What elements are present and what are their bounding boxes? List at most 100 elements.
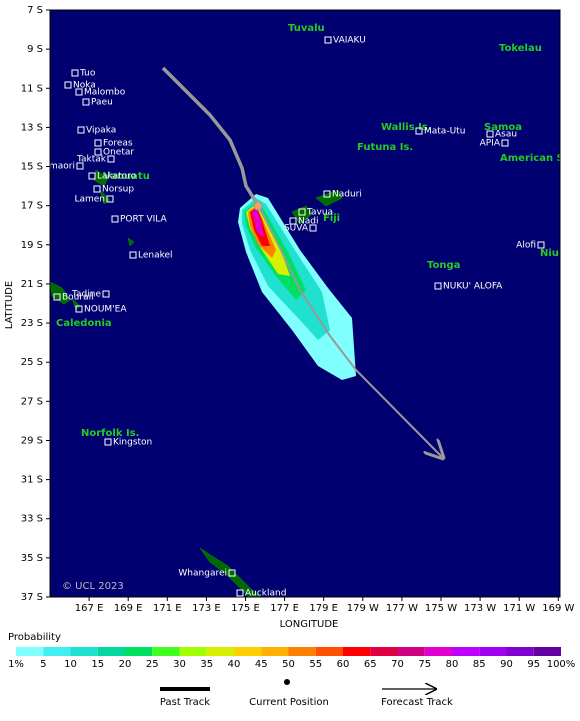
- legend-swatch: [288, 647, 316, 656]
- place-label: Norsup: [102, 185, 134, 195]
- legend-label: 65: [364, 659, 377, 670]
- place-marker: [236, 589, 244, 597]
- legend-label: 10: [64, 659, 77, 670]
- current-position: [253, 201, 263, 211]
- legend-swatch: [452, 647, 480, 656]
- region-label: Tuvalu: [288, 23, 325, 34]
- legend-label: 20: [119, 659, 132, 670]
- past-track: [161, 66, 260, 206]
- region-label: American S: [500, 153, 564, 164]
- legend-swatch: [424, 647, 452, 656]
- place-label: Noka: [73, 81, 96, 91]
- map-area: Tuvalu Tokelau Wallis Is. Samoa Futuna Is. Am…: [50, 23, 566, 599]
- key-label: Forecast Track: [381, 697, 453, 708]
- place-label: Vipaka: [86, 126, 116, 136]
- place-label: Naduri: [332, 190, 362, 200]
- region-label: Futuna Is.: [357, 142, 413, 153]
- place-label: Auckland: [245, 589, 286, 599]
- region-label: Samoa: [484, 122, 522, 133]
- place-marker: [53, 293, 61, 301]
- legend-swatch: [315, 647, 343, 656]
- legend-label: 45: [255, 659, 268, 670]
- legend-swatch: [343, 647, 371, 656]
- place-marker: [102, 290, 110, 298]
- legend-swatch: [397, 647, 425, 656]
- lon-tick-label: 177 W: [386, 603, 418, 614]
- lat-tick-label: 27 S: [21, 396, 43, 407]
- lat-tick-label: 25 S: [21, 357, 43, 368]
- lat-tick-label: 31 S: [21, 475, 43, 486]
- legend-label: 35: [200, 659, 213, 670]
- place-marker: [75, 305, 83, 313]
- legend-label: 15: [91, 659, 104, 670]
- legend-title: Probability: [8, 632, 61, 643]
- place-marker: [88, 172, 96, 180]
- place-marker: [415, 127, 423, 135]
- place-label: Onetar: [103, 148, 134, 158]
- legend-label: 90: [500, 659, 513, 670]
- place-label: Lenakel: [138, 251, 173, 261]
- place-marker: [76, 162, 84, 170]
- place-marker: [289, 217, 297, 225]
- legend-label: 40: [228, 659, 241, 670]
- legend-swatch: [70, 647, 98, 656]
- lat-tick-label: 7 S: [27, 5, 43, 16]
- legend-swatch: [179, 647, 207, 656]
- legend-swatch: [152, 647, 180, 656]
- lat-tick-label: 29 S: [21, 435, 43, 446]
- lat-tick-label: 17 S: [21, 201, 43, 212]
- place-marker: [77, 126, 85, 134]
- legend-label: 70: [391, 659, 404, 670]
- legend-label: 60: [337, 659, 350, 670]
- place-marker: [93, 185, 101, 193]
- legend-label: 75: [418, 659, 431, 670]
- legend-swatch: [234, 647, 262, 656]
- place-marker: [309, 224, 317, 232]
- region-label: Vanuatu: [103, 171, 150, 182]
- place-marker: [486, 130, 494, 138]
- place-marker: [71, 69, 79, 77]
- lon-tick-label: 171 E: [153, 603, 182, 614]
- place-label: Paeu: [91, 98, 113, 108]
- lon-tick-label: 173 W: [464, 603, 496, 614]
- place-label: Bourail: [62, 293, 94, 303]
- lat-tick-label: 33 S: [21, 514, 43, 525]
- place-label: Whangarei: [178, 569, 227, 579]
- lon-tick-label: 179 W: [347, 603, 379, 614]
- land: [50, 169, 343, 597]
- lon-tick-label: 171 W: [503, 603, 535, 614]
- legend-label: 100%: [547, 659, 576, 670]
- lat-tick-label: 37 S: [21, 592, 43, 603]
- legend-swatch: [533, 647, 561, 656]
- probability-swath: [238, 194, 356, 380]
- lon-tick-label: 167 E: [75, 603, 104, 614]
- place-label: Asau: [495, 130, 517, 140]
- place-label: Foreas: [103, 139, 133, 149]
- place-marker: [324, 36, 332, 44]
- legend-swatch: [206, 647, 234, 656]
- place-label: Alofi: [516, 241, 536, 251]
- place-label: APIA: [480, 139, 501, 149]
- region-label: Niue: [540, 248, 566, 259]
- place-marker: [434, 282, 442, 290]
- place-label: Tuo: [79, 69, 96, 79]
- legend-swatch: [125, 647, 153, 656]
- key-label: Past Track: [160, 697, 210, 708]
- place-marker: [64, 81, 72, 89]
- copyright: © UCL 2023: [62, 581, 124, 592]
- lat-tick-label: 23 S: [21, 318, 43, 329]
- place-marker: [106, 195, 114, 203]
- place-marker: [82, 98, 90, 106]
- legend-label: 50: [282, 659, 295, 670]
- region-label: Wallis Is.: [381, 122, 432, 133]
- place-label: NOUM'EA: [84, 305, 127, 315]
- legend-swatch: [97, 647, 125, 656]
- legend-swatch: [16, 647, 44, 656]
- place-label: Nadi: [298, 217, 318, 227]
- key-label: Current Position: [249, 697, 329, 708]
- lon-tick-label: 177 E: [270, 603, 299, 614]
- place-marker: [537, 241, 545, 249]
- place-marker: [94, 139, 102, 147]
- lat-tick-label: 15 S: [21, 162, 43, 173]
